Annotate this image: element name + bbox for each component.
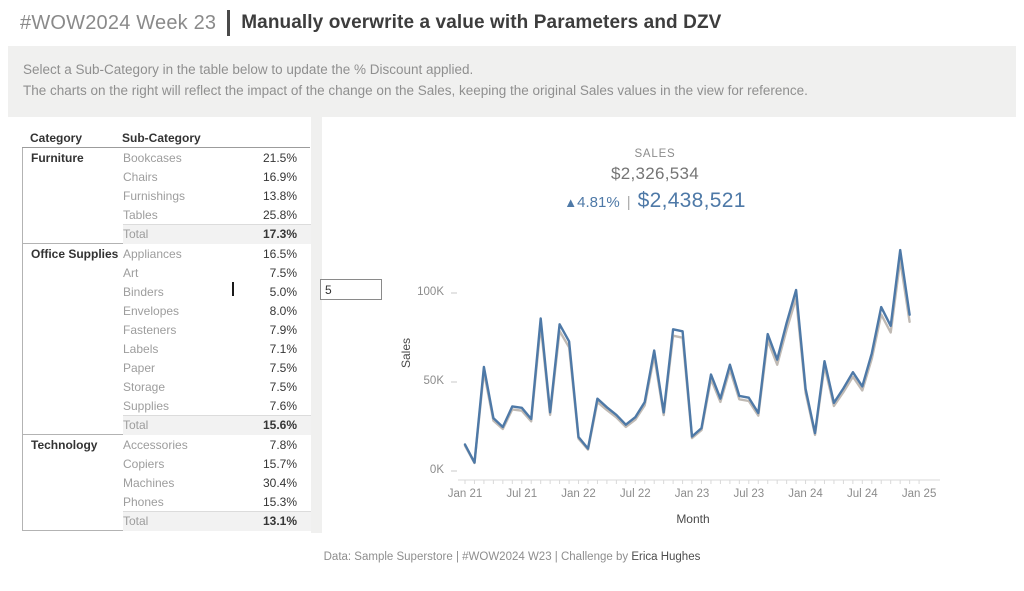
column-header-subcategory: Sub-Category <box>122 130 201 145</box>
table-row-machines[interactable]: Machines 30.4% <box>123 475 297 490</box>
delta-separator: | <box>626 194 631 211</box>
x-axis-tick-label: Jan 22 <box>561 488 596 500</box>
table-row-copiers[interactable]: Copiers 15.7% <box>123 456 297 471</box>
table-row-total-2: Total 13.1% <box>23 510 311 531</box>
table-row-appliances[interactable]: Office Supplies Appliances 16.5% <box>23 243 310 263</box>
y-axis-tick-label: 0K <box>429 464 444 476</box>
title-bar: #WOW2024 Week 23 Manually overwrite a va… <box>20 10 721 36</box>
adjusted-sales-total: $2,438,521 <box>637 189 746 212</box>
table-row-binders[interactable]: Binders 5.0% <box>123 284 297 299</box>
x-axis-tick-label: Jan 23 <box>674 488 710 500</box>
table-row-chairs[interactable]: Chairs 16.9% <box>123 169 297 184</box>
y-axis-title: Sales <box>399 337 413 369</box>
table-row-envelopes[interactable]: Envelopes 8.0% <box>123 303 297 318</box>
table-row-furnishings[interactable]: Furnishings 13.8% <box>123 188 297 203</box>
instructions-panel: Select a Sub-Category in the table below… <box>8 46 1016 117</box>
challenge-tag: #WOW2024 Week 23 <box>20 11 217 34</box>
x-axis-tick-label: Jan 21 <box>447 488 483 500</box>
discount-table: Category Sub-Category Furniture Bookcases… <box>22 128 311 531</box>
y-axis-tick-label: 100K <box>417 286 444 298</box>
table-row-fasteners[interactable]: Fasteners 7.9% <box>123 322 297 337</box>
table-row-tables[interactable]: Tables 25.8% <box>123 207 297 222</box>
table-row-total-1: Total 15.6% <box>23 414 311 435</box>
instructions-line-2: The charts on the right will reflect the… <box>23 83 808 98</box>
footer-caption: Data: Sample Superstore | #WOW2024 W23 |… <box>0 551 1024 563</box>
table-body: Furniture Bookcases 21.5% Chairs 16.9% Furnis… <box>22 148 311 531</box>
footer-author: Erica Hughes <box>631 551 701 563</box>
chart-title: SALES <box>634 148 676 160</box>
table-row-phones[interactable]: Phones 15.3% <box>123 494 297 509</box>
title-divider <box>227 10 231 36</box>
instructions-line-1: Select a Sub-Category in the table below… <box>23 62 474 77</box>
y-axis-tick-label: 50K <box>423 375 444 387</box>
x-axis-tick-label: Jan 24 <box>788 488 823 500</box>
increase-arrow-icon: ▲ <box>564 195 578 210</box>
table-header-row: Category Sub-Category <box>22 128 310 148</box>
x-axis-title: Month <box>676 512 710 526</box>
adjusted-sales-line[interactable] <box>463 248 911 464</box>
x-axis-tick-label: Jan 25 <box>901 488 937 500</box>
original-sales-line[interactable] <box>463 259 911 465</box>
text-caret <box>232 282 234 296</box>
page-title: Manually overwrite a value with Paramete… <box>241 12 722 33</box>
original-sales-total: $2,326,534 <box>610 164 700 183</box>
panel-divider <box>311 117 322 533</box>
x-axis-tick-label: Jul 23 <box>733 488 765 500</box>
table-row-labels[interactable]: Labels 7.1% <box>123 341 297 356</box>
delta-percent: 4.81% <box>577 194 620 211</box>
column-header-category: Category <box>30 130 83 145</box>
chart-header: SALES $2,326,534 ▲4.81% | $2,438,521 <box>340 148 970 213</box>
table-row-supplies[interactable]: Supplies 7.6% <box>123 398 297 413</box>
table-row-storage[interactable]: Storage 7.5% <box>123 379 297 394</box>
x-axis-tick-label: Jul 21 <box>506 488 538 500</box>
x-axis-tick-label: Jul 24 <box>846 488 878 500</box>
sales-line-chart <box>451 248 940 484</box>
delta-row: ▲4.81% | $2,438,521 <box>340 189 970 213</box>
table-row-bookcases[interactable]: Furniture Bookcases 21.5% <box>31 150 297 165</box>
table-row-paper[interactable]: Paper 7.5% <box>123 360 297 375</box>
table-row-total-0: Total 17.3% <box>23 223 311 244</box>
x-axis-tick-label: Jul 22 <box>619 488 651 500</box>
table-row-art[interactable]: Art 7.5% <box>123 265 297 280</box>
discount-parameter-input[interactable] <box>320 279 382 300</box>
footer-text: Data: Sample Superstore | #WOW2024 W23 |… <box>323 551 632 563</box>
table-row-accessories[interactable]: Technology Accessories 7.8% <box>23 434 310 454</box>
